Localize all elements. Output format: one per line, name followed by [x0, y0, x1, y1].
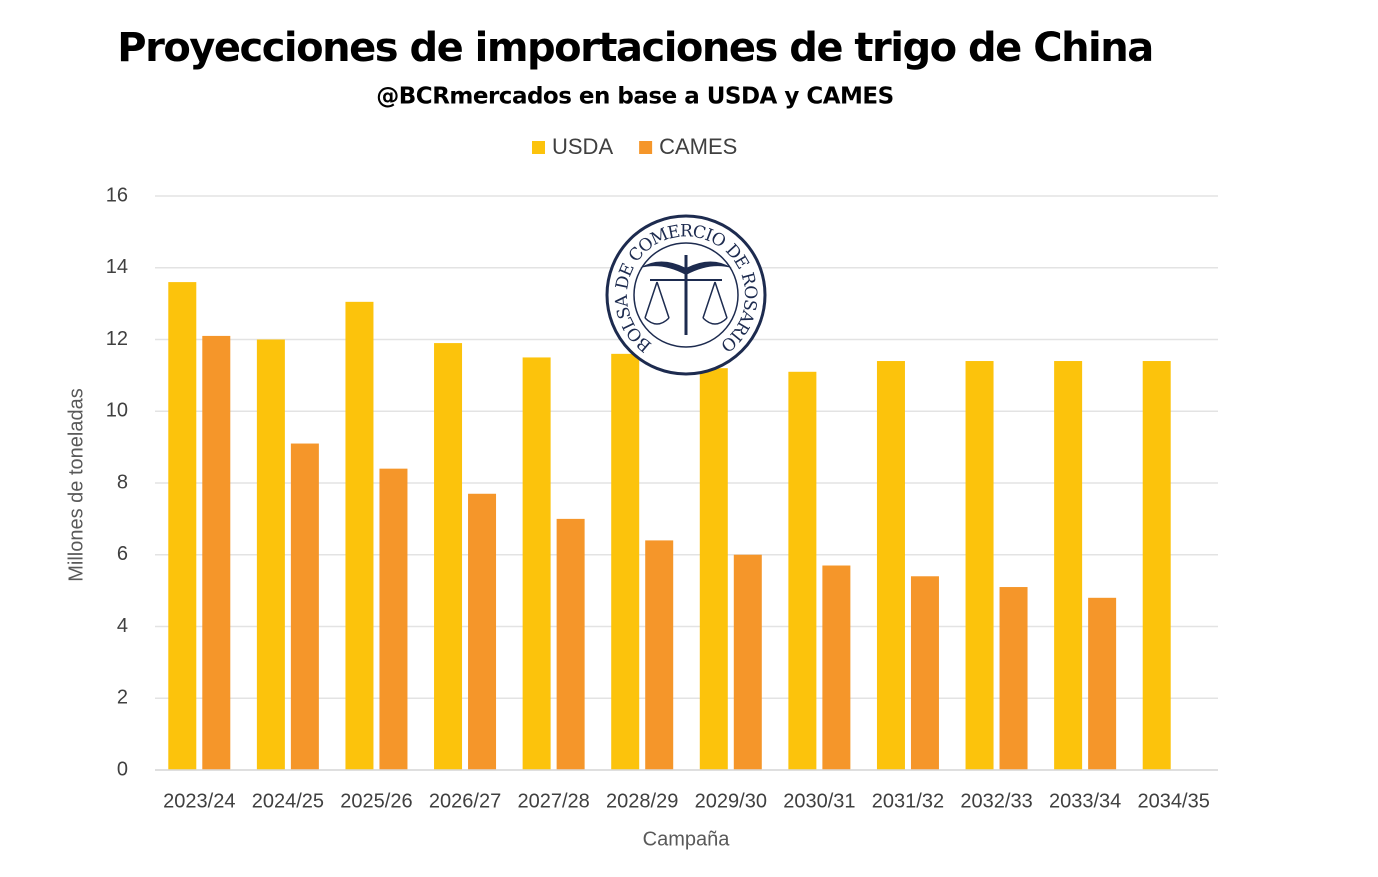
x-tick-label: 2024/25	[252, 790, 324, 812]
bar	[1142, 361, 1171, 770]
y-tick-label: 12	[106, 328, 128, 350]
y-tick-label: 14	[106, 256, 128, 278]
y-tick-label: 0	[117, 758, 128, 780]
y-tick-label: 4	[117, 615, 128, 637]
y-tick-label: 10	[106, 400, 128, 422]
x-tick-label: 2023/24	[163, 790, 235, 812]
bar	[522, 357, 551, 770]
bar	[434, 343, 463, 770]
x-tick-label: 2028/29	[606, 790, 678, 812]
bar	[965, 361, 994, 770]
bar	[611, 353, 640, 770]
bar	[999, 587, 1028, 770]
bar	[1054, 361, 1083, 770]
bar	[645, 540, 674, 770]
x-tick-label: 2033/34	[1049, 790, 1121, 812]
y-axis-title: Millones de toneladas	[65, 388, 87, 581]
legend-swatch	[639, 141, 653, 154]
x-tick-label: 2030/31	[783, 790, 855, 812]
bar	[822, 565, 851, 770]
x-tick-label: 2031/32	[872, 790, 944, 812]
bar	[468, 493, 497, 770]
x-tick-label: 2029/30	[695, 790, 767, 812]
legend-label: CAMES	[659, 134, 737, 159]
bar	[733, 554, 762, 770]
logo: BOLSA DE COMERCIO DE ROSARIO	[605, 214, 767, 376]
y-tick-label: 2	[117, 687, 128, 709]
logo-pan	[644, 281, 728, 325]
x-tick-label: 2034/35	[1138, 790, 1210, 812]
x-axis-title: Campaña	[643, 828, 731, 850]
chart-title: Proyecciones de importaciones de trigo d…	[117, 25, 1152, 71]
logo-inner	[633, 242, 739, 348]
y-tick-label: 16	[106, 184, 128, 206]
bar	[256, 339, 285, 770]
legend-label: USDA	[552, 134, 613, 159]
chart-subtitle: @BCRmercados en base a USDA y CAMES	[376, 84, 893, 110]
bar	[788, 371, 817, 770]
y-tick-label: 8	[117, 471, 128, 493]
bar	[202, 335, 231, 770]
x-tick-label: 2026/27	[429, 790, 501, 812]
x-tick-label: 2027/28	[517, 790, 589, 812]
logo-wings	[640, 261, 732, 275]
bar	[876, 361, 905, 770]
bar	[168, 282, 197, 770]
bar	[699, 368, 728, 770]
x-tick-label: 2025/26	[340, 790, 412, 812]
bar	[1088, 597, 1117, 770]
y-tick-label: 6	[117, 543, 128, 565]
x-tick-label: 2032/33	[960, 790, 1032, 812]
bar	[910, 576, 939, 770]
legend-swatch	[532, 141, 545, 154]
bar	[379, 468, 408, 770]
bar	[290, 443, 319, 770]
bar	[556, 518, 585, 770]
bar	[345, 301, 374, 770]
